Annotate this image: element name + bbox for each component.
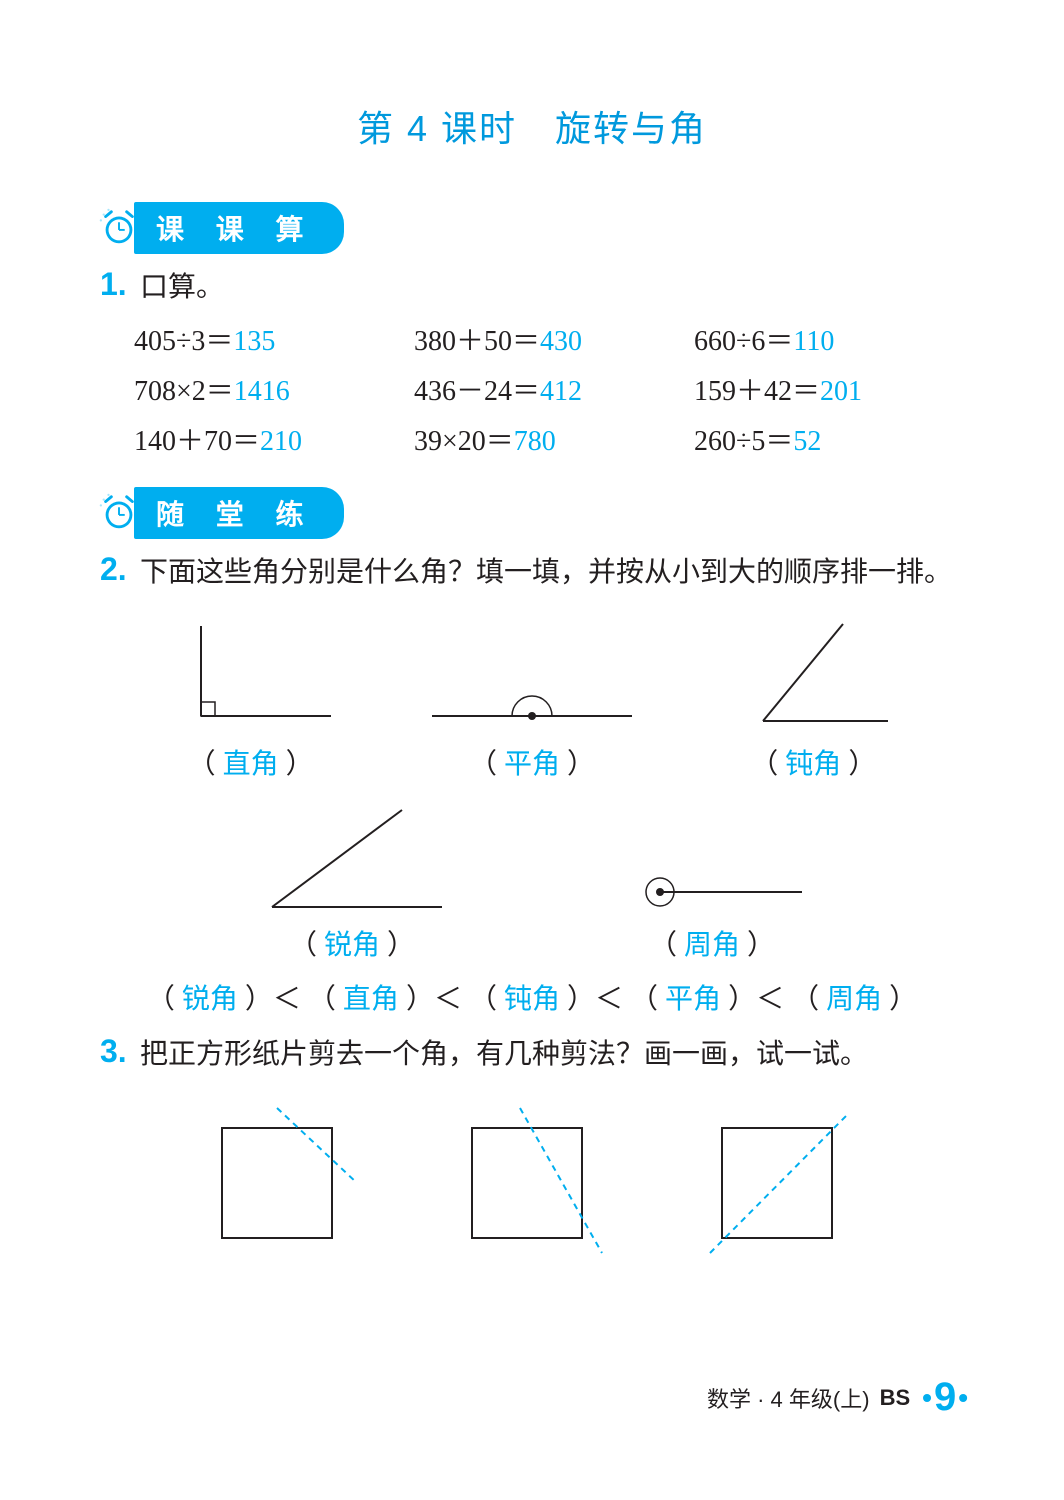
- calc-expr: 260÷5＝: [694, 426, 793, 457]
- problem-3-num: 3.: [100, 1033, 136, 1070]
- calc-cell: 660÷6＝110: [694, 319, 974, 359]
- calc-ans: 780: [514, 426, 556, 457]
- acute-angle-icon: [252, 802, 452, 917]
- order-item: 锐角: [182, 984, 238, 1015]
- square-diagram-icon: [192, 1103, 372, 1258]
- order-item: 周角: [826, 984, 882, 1015]
- calc-expr: 380＋50＝: [414, 326, 540, 357]
- problem-1-text: 口算。: [140, 266, 960, 311]
- calc-ans: 135: [233, 326, 275, 357]
- angle-ordering: （ 锐角 ）＜ （ 直角 ）＜ （ 钝角 ）＜ （ 平角 ）＜ （ 周角 ）: [90, 977, 974, 1017]
- page-dot: •: [922, 1382, 932, 1414]
- angle-full: （ 周角 ）: [612, 802, 812, 963]
- page-footer: 数学 · 4 年级(上) BS • 9 •: [707, 1375, 968, 1420]
- calc-expr: 436－24＝: [414, 376, 540, 407]
- calc-ans: 430: [540, 326, 582, 357]
- angle-answer: 周角: [684, 930, 740, 961]
- angles-row-2: （ 锐角 ） （ 周角 ）: [90, 802, 974, 963]
- angle-obtuse: （ 钝角 ）: [723, 616, 903, 782]
- angle-straight: （ 平角 ）: [422, 616, 642, 782]
- angle-label: （ 钝角 ）: [723, 742, 903, 782]
- full-angle-icon: [612, 802, 812, 917]
- angle-answer: 钝角: [785, 749, 841, 780]
- page-title: 第 4 课时 旋转与角: [90, 100, 974, 152]
- calc-expr: 405÷3＝: [134, 326, 233, 357]
- calc-row-1: 708×2＝1416 436－24＝412 159＋42＝201: [134, 369, 974, 409]
- calc-grid: 405÷3＝135 380＋50＝430 660÷6＝110 708×2＝141…: [134, 319, 974, 459]
- angle-right: （ 直角 ）: [161, 616, 341, 782]
- square-cut-1: [192, 1103, 372, 1258]
- problem-3: 3. 把正方形纸片剪去一个角，有几种剪法？画一画，试一试。: [100, 1033, 974, 1078]
- squares-row: [90, 1103, 974, 1258]
- alarm-clock-icon: [98, 207, 140, 249]
- angle-answer: 锐角: [324, 930, 380, 961]
- calc-cell: 708×2＝1416: [134, 369, 414, 409]
- lt-sign: ＜: [273, 984, 301, 1015]
- section-label-2: 随 堂 练: [134, 487, 344, 539]
- angle-label: （ 平角 ）: [422, 742, 642, 782]
- calc-row-0: 405÷3＝135 380＋50＝430 660÷6＝110: [134, 319, 974, 359]
- calc-ans: 52: [793, 426, 821, 457]
- section-badge-1: 课 课 算: [98, 202, 344, 254]
- angles-row-1: （ 直角 ） （ 平角 ） （ 钝角 ）: [120, 616, 944, 782]
- order-item: 平角: [665, 984, 721, 1015]
- calc-ans: 110: [793, 326, 834, 357]
- square-diagram-icon: [692, 1103, 872, 1258]
- angle-label: （ 周角 ）: [612, 923, 812, 963]
- calc-cell: 140＋70＝210: [134, 419, 414, 459]
- lt-sign: ＜: [434, 984, 462, 1015]
- calc-ans: 412: [540, 376, 582, 407]
- calc-cell: 380＋50＝430: [414, 319, 694, 359]
- angle-acute: （ 锐角 ）: [252, 802, 452, 963]
- calc-expr: 660÷6＝: [694, 326, 793, 357]
- calc-ans: 210: [260, 426, 302, 457]
- footer-bs: BS: [880, 1385, 911, 1411]
- square-diagram-icon: [442, 1103, 622, 1258]
- calc-row-2: 140＋70＝210 39×20＝780 260÷5＝52: [134, 419, 974, 459]
- right-angle-icon: [161, 616, 341, 736]
- footer-subject: 数学 · 4 年级(上): [707, 1382, 870, 1414]
- problem-1: 1. 口算。: [100, 266, 974, 311]
- obtuse-angle-icon: [723, 616, 903, 736]
- problem-1-num: 1.: [100, 266, 136, 303]
- calc-cell: 405÷3＝135: [134, 319, 414, 359]
- calc-expr: 708×2＝: [134, 376, 234, 407]
- section-badge-2: 随 堂 练: [98, 487, 344, 539]
- straight-angle-icon: [422, 616, 642, 736]
- angle-answer: 平角: [504, 749, 560, 780]
- section-label-1: 课 课 算: [134, 202, 344, 254]
- order-item: 直角: [343, 984, 399, 1015]
- square-cut-3: [692, 1103, 872, 1258]
- lt-sign: ＜: [756, 984, 784, 1015]
- page-dot: •: [958, 1382, 968, 1414]
- order-item: 钝角: [504, 984, 560, 1015]
- lt-sign: ＜: [595, 984, 623, 1015]
- calc-cell: 39×20＝780: [414, 419, 694, 459]
- calc-expr: 39×20＝: [414, 426, 514, 457]
- alarm-clock-icon: [98, 492, 140, 534]
- page-number: 9: [934, 1375, 956, 1420]
- square-cut-2: [442, 1103, 622, 1258]
- calc-cell: 159＋42＝201: [694, 369, 974, 409]
- calc-ans: 201: [820, 376, 862, 407]
- calc-cell: 436－24＝412: [414, 369, 694, 409]
- calc-cell: 260÷5＝52: [694, 419, 974, 459]
- angle-answer: 直角: [223, 749, 279, 780]
- angle-label: （ 直角 ）: [161, 742, 341, 782]
- calc-expr: 159＋42＝: [694, 376, 820, 407]
- problem-2-num: 2.: [100, 551, 136, 588]
- problem-3-text: 把正方形纸片剪去一个角，有几种剪法？画一画，试一试。: [140, 1033, 960, 1078]
- angle-label: （ 锐角 ）: [252, 923, 452, 963]
- calc-expr: 140＋70＝: [134, 426, 260, 457]
- calc-ans: 1416: [234, 376, 290, 407]
- problem-2-text: 下面这些角分别是什么角？填一填，并按从小到大的顺序排一排。: [140, 551, 960, 596]
- problem-2: 2. 下面这些角分别是什么角？填一填，并按从小到大的顺序排一排。: [100, 551, 974, 596]
